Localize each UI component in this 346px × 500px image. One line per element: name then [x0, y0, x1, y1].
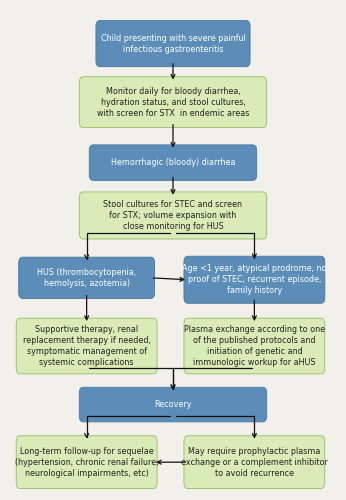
- FancyBboxPatch shape: [184, 318, 325, 374]
- Text: Recovery: Recovery: [154, 400, 192, 409]
- FancyBboxPatch shape: [184, 436, 325, 488]
- Text: Monitor daily for bloody diarrhea,
hydration status, and stool cultures,
with sc: Monitor daily for bloody diarrhea, hydra…: [97, 86, 249, 118]
- Text: Age <1 year, atypical prodrome, no
proof of STEC, recurrent episode,
family hist: Age <1 year, atypical prodrome, no proof…: [182, 264, 327, 296]
- FancyBboxPatch shape: [79, 76, 267, 128]
- Text: Stool cultures for STEC and screen
for STX; volume expansion with
close monitori: Stool cultures for STEC and screen for S…: [103, 200, 243, 231]
- Text: Plasma exchange according to one
of the published protocols and
initiation of ge: Plasma exchange according to one of the …: [184, 325, 325, 367]
- Text: May require prophylactic plasma
exchange or a complement inhibitor
to avoid recu: May require prophylactic plasma exchange…: [181, 446, 328, 478]
- Text: Hemorrhagic (bloody) diarrhea: Hemorrhagic (bloody) diarrhea: [111, 158, 235, 167]
- FancyBboxPatch shape: [16, 436, 157, 488]
- Text: Child presenting with severe painful
infectious gastroenteritis: Child presenting with severe painful inf…: [101, 34, 245, 54]
- FancyBboxPatch shape: [89, 145, 257, 180]
- FancyBboxPatch shape: [19, 257, 155, 298]
- FancyBboxPatch shape: [79, 192, 267, 239]
- Text: Supportive therapy, renal
replacement therapy if needed,
symptomatic management : Supportive therapy, renal replacement th…: [23, 325, 151, 367]
- FancyBboxPatch shape: [184, 256, 325, 304]
- FancyBboxPatch shape: [79, 388, 267, 422]
- Text: Long-term follow-up for sequelae
(hypertension, chronic renal failure,
neurologi: Long-term follow-up for sequelae (hypert…: [15, 446, 158, 478]
- FancyBboxPatch shape: [16, 318, 157, 374]
- FancyBboxPatch shape: [96, 20, 250, 66]
- Text: HUS (thrombocytopenia,
hemolysis, azotemia): HUS (thrombocytopenia, hemolysis, azotem…: [37, 268, 136, 288]
